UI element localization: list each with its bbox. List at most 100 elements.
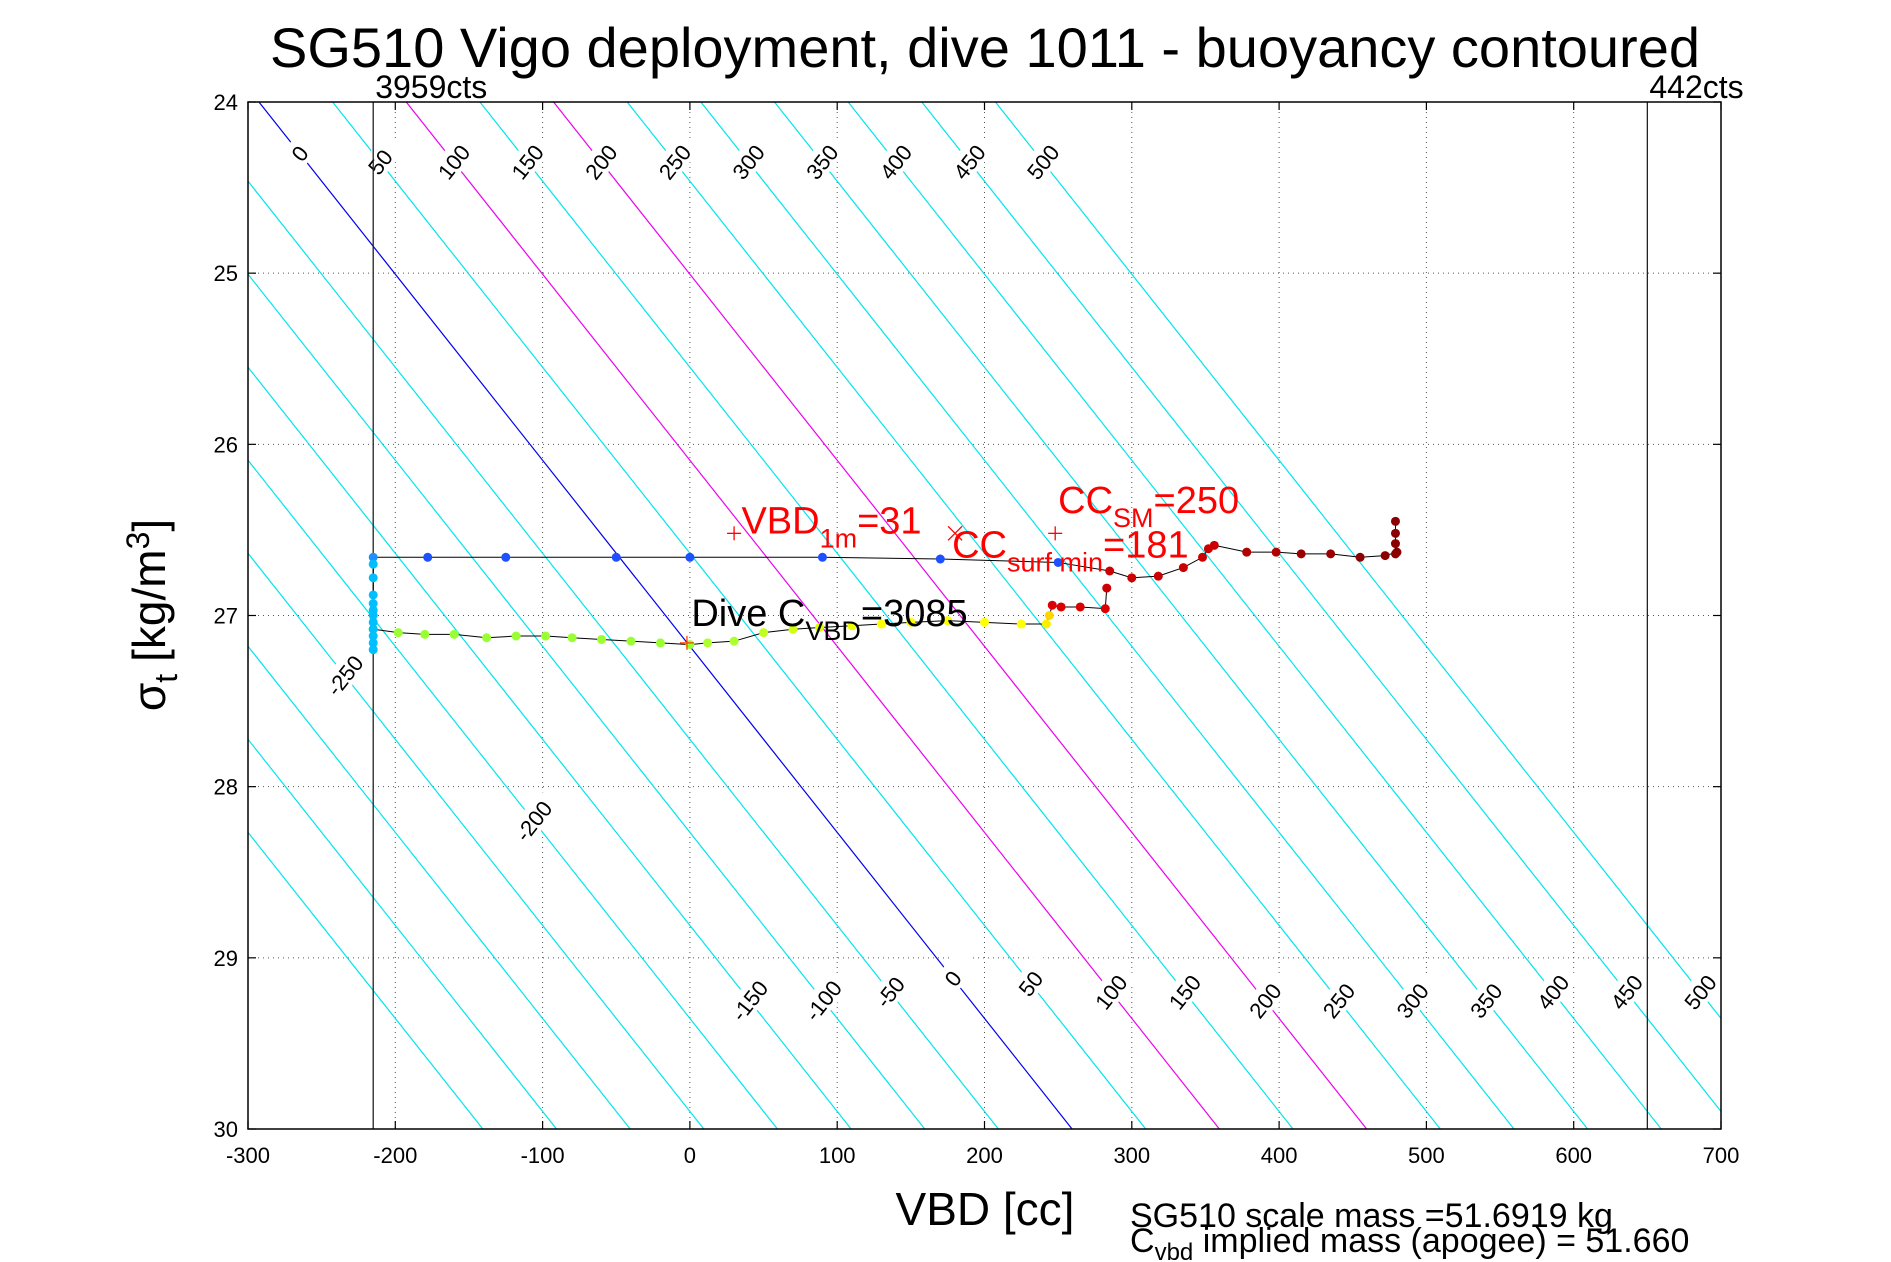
data-point bbox=[1326, 549, 1336, 559]
data-point bbox=[1100, 604, 1110, 614]
data-point bbox=[1016, 619, 1026, 629]
contour-line bbox=[847, 102, 1662, 1129]
annotation-label: CCSM=250 bbox=[1058, 480, 1239, 533]
y-tick-label: 24 bbox=[214, 90, 238, 115]
plus-marker bbox=[727, 526, 742, 541]
y-axis-label-unit-end: ] bbox=[123, 519, 175, 532]
data-point bbox=[368, 559, 378, 569]
data-point bbox=[1355, 552, 1365, 562]
y-axis-label-symbol: σ bbox=[123, 683, 175, 711]
x-axis-label: VBD [cc] bbox=[896, 1183, 1075, 1235]
scale-mass-note: SG510 scale mass =51.6919 kg bbox=[1130, 1197, 1613, 1235]
contour-line bbox=[774, 102, 1589, 1129]
data-point bbox=[1390, 516, 1400, 526]
implied-mass-note: Cvbd implied mass (apogee) = 51.660 bbox=[1130, 1222, 1689, 1262]
data-point bbox=[1242, 547, 1252, 557]
data-point bbox=[1198, 552, 1208, 562]
x-tick-label: 200 bbox=[966, 1143, 1003, 1168]
data-point bbox=[368, 599, 378, 609]
data-point bbox=[759, 628, 769, 638]
y-tick-label: 28 bbox=[214, 775, 238, 800]
contour-label: 0 bbox=[271, 122, 327, 183]
data-point bbox=[1041, 619, 1051, 629]
x-tick-label: 100 bbox=[819, 1143, 856, 1168]
data-point bbox=[1102, 583, 1112, 593]
data-point bbox=[1075, 602, 1085, 612]
data-point bbox=[1390, 528, 1400, 538]
data-point bbox=[943, 616, 953, 626]
contour-line bbox=[248, 738, 557, 1129]
chart-title: SG510 Vigo deployment, dive 1011 - buoya… bbox=[270, 16, 1700, 79]
y-axis-label: σt [kg/m3] bbox=[120, 519, 184, 711]
contour-label: 0 bbox=[924, 947, 980, 1008]
data-point bbox=[368, 573, 378, 583]
data-point bbox=[1390, 539, 1400, 549]
contour-line bbox=[405, 102, 1220, 1129]
data-point bbox=[626, 636, 636, 646]
data-point bbox=[393, 628, 403, 638]
data-point bbox=[1153, 571, 1163, 581]
y-axis-ticks: 24 25 26 27 28 29 30 bbox=[214, 90, 1721, 1142]
count-limit-label: 442cts bbox=[1649, 69, 1743, 105]
x-tick-label: -300 bbox=[226, 1143, 270, 1168]
data-point bbox=[935, 554, 945, 564]
data-point bbox=[511, 631, 521, 641]
data-point bbox=[703, 638, 713, 648]
data-point bbox=[685, 552, 695, 562]
y-axis-label-subscript: t bbox=[148, 674, 184, 683]
annotation-label: CCsurf min=181 bbox=[952, 524, 1189, 577]
count-limit-label: 3959cts bbox=[375, 69, 487, 105]
y-tick-label: 27 bbox=[214, 604, 238, 629]
data-point bbox=[501, 552, 511, 562]
data-point bbox=[1127, 573, 1137, 583]
plus-marker bbox=[679, 635, 694, 650]
contour-line bbox=[479, 102, 1294, 1129]
x-tick-label: 300 bbox=[1113, 1143, 1150, 1168]
data-point bbox=[368, 631, 378, 641]
data-point bbox=[368, 590, 378, 600]
data-point bbox=[1296, 549, 1306, 559]
count-limit-lines: 3959cts 442cts bbox=[372, 69, 1744, 1129]
contour-line bbox=[248, 645, 631, 1129]
contour-line bbox=[248, 831, 484, 1129]
data-point bbox=[482, 633, 492, 643]
y-tick-label: 26 bbox=[214, 432, 238, 457]
data-point bbox=[729, 636, 739, 646]
contour-line bbox=[994, 102, 1721, 1020]
x-tick-label: 600 bbox=[1555, 1143, 1592, 1168]
y-axis-label-superscript: 3 bbox=[120, 532, 156, 550]
data-point bbox=[368, 552, 378, 562]
data-point bbox=[788, 624, 798, 634]
x-tick-label: -100 bbox=[521, 1143, 565, 1168]
data-point bbox=[567, 633, 577, 643]
contour-line bbox=[248, 366, 852, 1129]
data-series bbox=[368, 516, 1402, 655]
data-point bbox=[1044, 611, 1054, 620]
cross-marker bbox=[947, 525, 963, 541]
data-point bbox=[847, 621, 857, 631]
contour-line bbox=[332, 102, 1147, 1129]
data-point bbox=[1053, 557, 1063, 567]
annotation-label: Dive CVBD=3085 bbox=[691, 593, 967, 646]
contour-label: 250 bbox=[1310, 969, 1366, 1031]
annotation-label: VBD1m=31 bbox=[741, 500, 921, 553]
svg-text:σt[kg/m3]: σt [kg/m3] bbox=[120, 519, 184, 711]
data-point bbox=[1047, 600, 1057, 610]
contour-line bbox=[248, 552, 705, 1129]
data-point bbox=[1209, 540, 1219, 550]
contour-line bbox=[248, 180, 999, 1129]
y-tick-label: 30 bbox=[214, 1117, 238, 1142]
x-tick-label: 700 bbox=[1703, 1143, 1740, 1168]
data-point bbox=[1390, 549, 1400, 559]
series-line bbox=[373, 544, 1398, 579]
data-point bbox=[597, 634, 607, 644]
data-point bbox=[611, 552, 621, 562]
contour-line bbox=[921, 102, 1721, 1113]
x-tick-label: 500 bbox=[1408, 1143, 1445, 1168]
y-axis-label-unit: [kg/m bbox=[123, 549, 175, 661]
data-point bbox=[1271, 547, 1281, 557]
data-point bbox=[423, 552, 433, 562]
